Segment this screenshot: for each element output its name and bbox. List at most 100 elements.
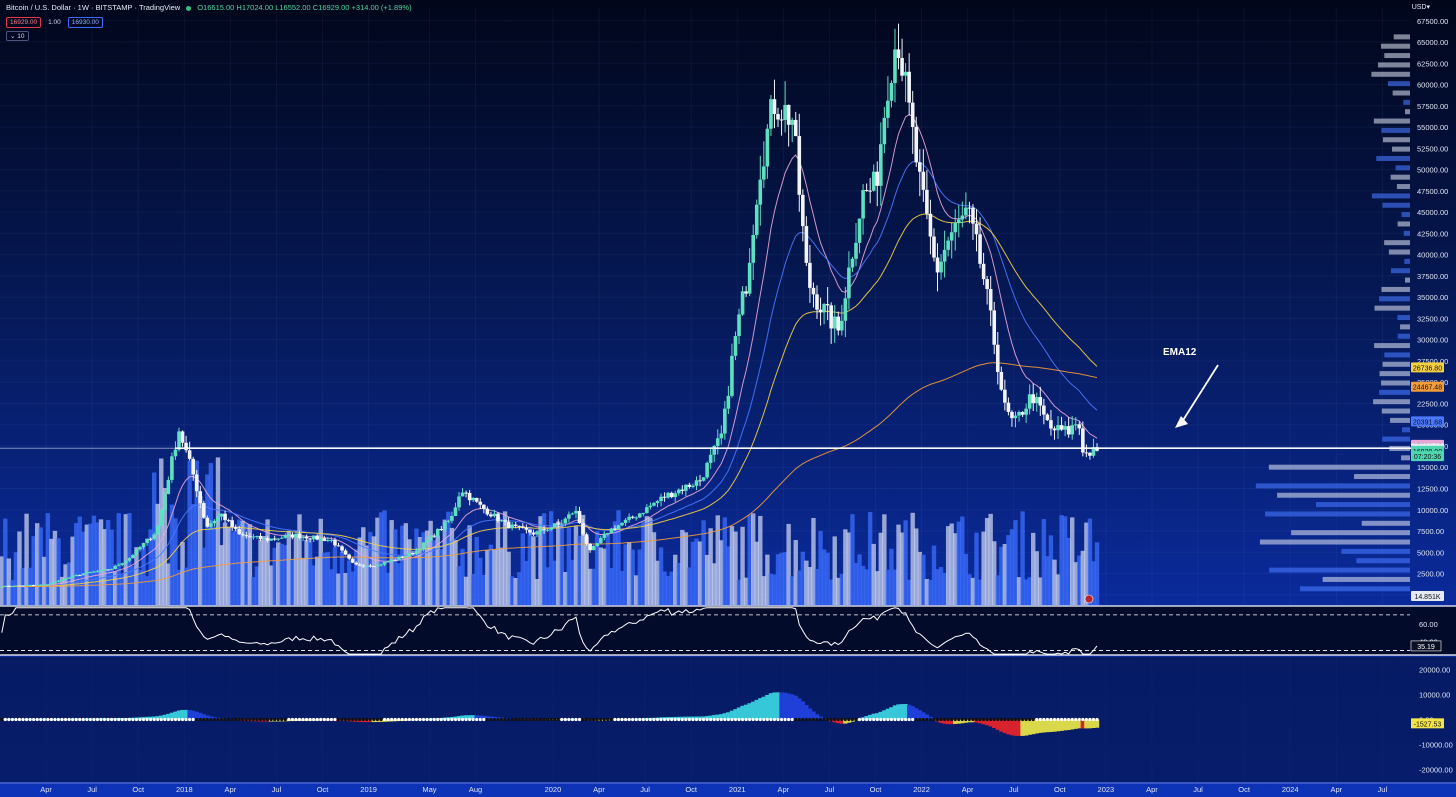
volume-bar (570, 559, 575, 605)
candle (216, 516, 220, 521)
volume-profile-bar (1354, 474, 1410, 480)
volume-bar (1048, 535, 1054, 605)
candle (223, 513, 227, 521)
macd-cross-dot (113, 717, 117, 722)
macd-cross-dot (967, 717, 972, 722)
macd-cross-dot (329, 717, 334, 722)
time-tick-label: 2023 (1098, 785, 1115, 794)
volume-profile-bar (1373, 118, 1410, 124)
volume-profile-bar (1382, 137, 1410, 143)
candle (733, 336, 738, 356)
volume-profile-bar (1269, 567, 1410, 573)
price-tag (1411, 381, 1444, 392)
candle (269, 538, 273, 541)
volume-bar (1087, 518, 1093, 605)
macd-cross-dot (996, 717, 1000, 722)
candle (382, 562, 387, 565)
candle (637, 513, 642, 518)
currency-selector[interactable]: USD▾ (1411, 4, 1430, 11)
macd-cross-dot (170, 717, 174, 722)
candle (138, 547, 142, 550)
volume-profile-bar (1401, 455, 1410, 461)
volume-bar (878, 532, 884, 605)
candle (793, 119, 798, 137)
volume-bar (453, 540, 458, 605)
collapse-indicators-button[interactable]: ⌄ 10 (6, 31, 29, 41)
candle (1066, 426, 1071, 435)
macd-cross-dot (514, 717, 518, 722)
candle (450, 516, 454, 521)
candle (882, 117, 887, 145)
candle (386, 561, 390, 563)
macd-histogram-bar (758, 698, 763, 720)
time-tick-label: Oct (317, 785, 330, 794)
macd-cross-dot (588, 717, 592, 722)
macd-cross-dot (960, 717, 964, 722)
volume-bar (1091, 561, 1096, 605)
price-tick-label: 60000.00 (1417, 81, 1448, 90)
volume-profile-bar (1374, 305, 1410, 311)
rsi-tick-label: 60.00 (1419, 620, 1438, 629)
candle (60, 580, 64, 582)
macd-cross-dot (510, 717, 514, 722)
buy-button[interactable]: 16930.00 (67, 17, 103, 28)
macd-cross-dot (772, 717, 777, 722)
macd-cross-dot (517, 717, 521, 722)
symbol-title[interactable]: Bitcoin / U.S. Dollar · 1W · BITSTAMP · … (6, 3, 181, 12)
candle (627, 516, 631, 520)
candle (389, 559, 394, 562)
macd-cross-dot (237, 717, 241, 722)
macd-cross-dot (616, 717, 621, 722)
volume-bar (42, 556, 47, 605)
price-tick-label: 10000.00 (1417, 506, 1448, 515)
volume-profile-bar (1381, 286, 1410, 292)
price-tick-label: 15000.00 (1417, 463, 1448, 472)
candle (648, 505, 653, 508)
candle (170, 456, 174, 480)
volume-bar (882, 514, 887, 605)
macd-cross-dot (1042, 717, 1046, 722)
macd-histogram-bar (1027, 719, 1032, 735)
candle (1063, 426, 1067, 430)
candle (492, 513, 497, 517)
macd-histogram-bar (474, 715, 479, 720)
macd-cross-dot (418, 717, 422, 722)
candle (457, 496, 461, 508)
macd-cross-dot (585, 717, 589, 722)
macd-cross-dot (1084, 717, 1088, 722)
candle (1013, 415, 1018, 419)
candle (308, 538, 312, 540)
volume-bar (953, 533, 958, 605)
macd-cross-dot (358, 717, 362, 722)
candle (925, 189, 929, 214)
volume-profile-bar (1393, 34, 1410, 40)
volume-bar (162, 487, 168, 605)
macd-cross-dot (613, 717, 617, 722)
sell-button[interactable]: 16929.00 (6, 17, 42, 28)
volume-bar (307, 540, 313, 605)
ema-line-200 (1, 362, 1098, 588)
macd-cross-dot (822, 717, 826, 722)
candle (425, 540, 429, 543)
volume-bar (967, 574, 972, 605)
candle (124, 560, 128, 564)
macd-cross-dot (680, 717, 684, 722)
candle (985, 279, 989, 290)
volume-bar (694, 538, 699, 605)
macd-cross-dot (453, 717, 458, 722)
volume-profile-bar (1381, 380, 1410, 386)
volume-bar (1041, 519, 1047, 605)
volume-bar (722, 517, 728, 605)
candle (361, 565, 366, 567)
macd-cross-dot (709, 717, 713, 722)
candle (180, 431, 185, 443)
macd-histogram-bar (1041, 719, 1047, 733)
currency-label: USD (1411, 4, 1427, 11)
macd-cross-dot (581, 717, 585, 722)
macd-cross-dot (705, 717, 709, 722)
macd-cross-dot (595, 717, 599, 722)
candle (946, 240, 950, 250)
macd-cross-dot (432, 717, 436, 722)
macd-cross-dot (382, 717, 387, 722)
